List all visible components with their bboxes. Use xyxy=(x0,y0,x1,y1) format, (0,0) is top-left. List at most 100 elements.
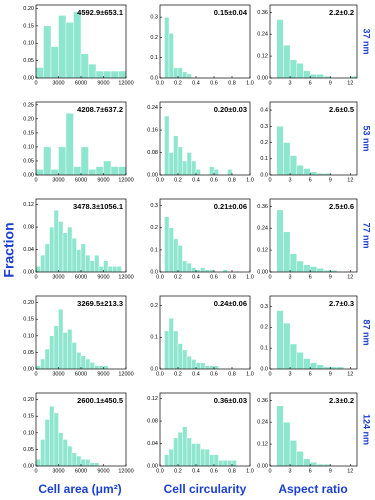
x-tick-label: 0.0 xyxy=(156,468,164,474)
x-tick-label: 1.0 xyxy=(246,371,254,377)
x-tick-label: 0 xyxy=(268,371,271,377)
y-tick-label: 0.00 xyxy=(147,463,158,469)
bar xyxy=(195,169,201,176)
bar xyxy=(276,19,284,79)
bar xyxy=(62,332,68,370)
bar xyxy=(118,70,127,79)
bar xyxy=(309,362,318,370)
bar xyxy=(76,249,82,273)
annotation: 0.20±0.03 xyxy=(214,105,247,114)
bar xyxy=(283,422,291,467)
x-tick-label: 9000 xyxy=(97,274,109,280)
bar xyxy=(95,166,104,176)
x-tick-label: 12000 xyxy=(118,274,133,280)
y-tick-label: 0.1 xyxy=(150,335,158,341)
y-tick-label: 0.08 xyxy=(23,225,34,231)
x-tick-label: 0.2 xyxy=(174,371,182,377)
y-tick-label: 0.04 xyxy=(147,441,158,447)
y-tick-label: 0.25 xyxy=(23,102,34,108)
bar xyxy=(89,362,95,370)
y-tick-label: 0.08 xyxy=(147,419,158,425)
x-tick-label: 3 xyxy=(289,371,292,377)
bar xyxy=(71,342,77,370)
x-tick-label: 9 xyxy=(329,371,332,377)
row-label: 53 nm xyxy=(362,125,372,151)
bar xyxy=(209,454,215,467)
annotation: 4592.9±653.1 xyxy=(77,8,123,17)
y-tick-label: 0.2 xyxy=(150,225,158,231)
bar xyxy=(118,166,127,176)
annotation: 4208.7±637.2 xyxy=(77,105,123,114)
y-tick-label: 0.0 xyxy=(150,75,158,81)
annotation: 2.7±0.3 xyxy=(329,299,354,308)
y-tick-label: 0.10 xyxy=(23,144,34,150)
bar xyxy=(89,260,95,273)
y-tick-label: 0.05 xyxy=(23,447,34,453)
y-tick-label: 0.00 xyxy=(257,269,268,275)
y-tick-label: 0.15 xyxy=(23,130,34,136)
bar xyxy=(40,439,46,467)
annotation: 0.24±0.06 xyxy=(214,299,247,308)
x-tick-label: 9000 xyxy=(97,177,109,183)
bar xyxy=(182,71,188,79)
bar xyxy=(168,152,174,176)
y-tick-label: 0.00 xyxy=(23,366,34,372)
column-label: Cell area (μm²) xyxy=(38,482,121,496)
x-tick-label: 6 xyxy=(309,468,312,474)
x-tick-label: 9 xyxy=(329,274,332,280)
x-tick-label: 0 xyxy=(268,177,271,183)
x-tick-label: 0.8 xyxy=(228,371,236,377)
x-tick-label: 0 xyxy=(34,80,37,86)
bar xyxy=(296,260,304,273)
y-tick-label: 0.24 xyxy=(147,105,158,111)
x-tick-label: 6 xyxy=(309,80,312,86)
bar xyxy=(182,349,188,370)
bar xyxy=(85,254,91,273)
bar xyxy=(85,358,91,370)
x-tick-label: 9000 xyxy=(97,80,109,86)
y-tick-label: 0.05 xyxy=(23,58,34,64)
bar xyxy=(177,343,183,370)
y-tick-label: 0.3 xyxy=(150,15,158,21)
x-tick-label: 0.2 xyxy=(174,80,182,86)
plot-frame xyxy=(159,295,251,370)
bar xyxy=(88,169,97,176)
row-label: 77 nm xyxy=(362,222,372,248)
y-tick-label: 0.04 xyxy=(23,247,34,253)
bar xyxy=(303,358,311,370)
bar xyxy=(50,169,59,176)
bar xyxy=(62,439,68,467)
bar xyxy=(173,238,179,273)
y-tick-label: 0.00 xyxy=(23,463,34,469)
x-tick-label: 12 xyxy=(347,274,353,280)
bar xyxy=(58,146,67,176)
x-tick-label: 1.0 xyxy=(246,274,254,280)
bar xyxy=(182,160,188,176)
x-tick-label: 3 xyxy=(289,177,292,183)
x-tick-label: 0.4 xyxy=(192,371,200,377)
bar xyxy=(76,455,82,467)
bar xyxy=(58,15,67,79)
x-tick-label: 0.6 xyxy=(210,274,218,280)
bar xyxy=(43,25,52,79)
annotation: 0.15±0.04 xyxy=(214,8,248,17)
annotation: 0.36±0.03 xyxy=(214,396,247,405)
bar xyxy=(303,168,311,176)
x-tick-label: 0.2 xyxy=(174,468,182,474)
x-tick-label: 3000 xyxy=(52,468,64,474)
bar xyxy=(67,445,73,467)
x-tick-label: 9 xyxy=(329,468,332,474)
annotation: 2.2±0.2 xyxy=(329,8,354,17)
y-tick-label: 0.12 xyxy=(257,442,268,448)
bar xyxy=(209,365,215,370)
x-tick-label: 0.0 xyxy=(156,80,164,86)
bar xyxy=(222,460,228,467)
x-tick-label: 0.8 xyxy=(228,80,236,86)
row-label: 37 nm xyxy=(362,28,372,54)
x-tick-label: 12000 xyxy=(118,468,133,474)
y-tick-label: 0.12 xyxy=(257,54,268,60)
x-tick-label: 6 xyxy=(309,371,312,377)
y-axis-label: Fraction xyxy=(1,222,17,277)
bar xyxy=(53,412,59,467)
